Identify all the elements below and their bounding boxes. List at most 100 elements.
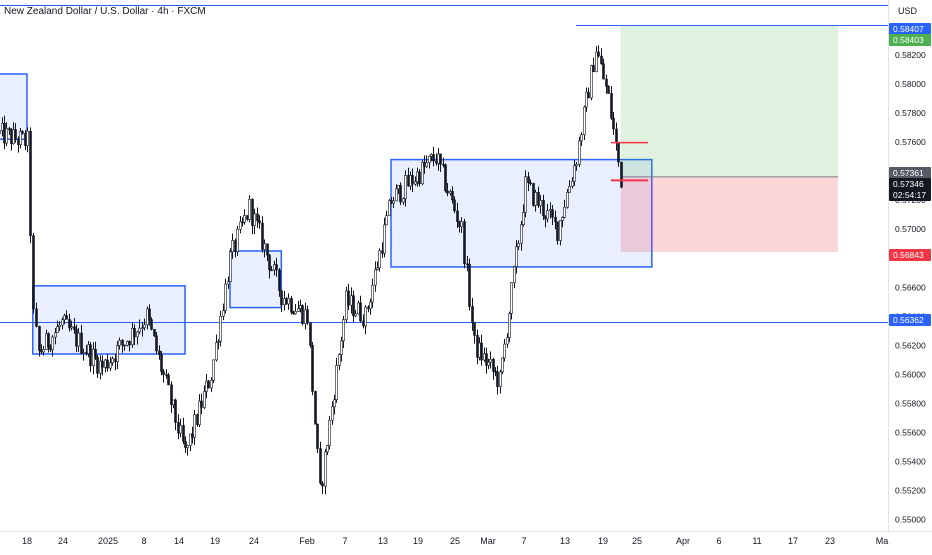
- time-tick-label: 25: [632, 536, 642, 546]
- price-tag-box: [889, 189, 931, 201]
- candle-body: [241, 221, 244, 224]
- candle-body: [101, 360, 104, 368]
- candle-body: [212, 359, 215, 381]
- candle-body: [12, 129, 15, 144]
- price-tick-label: 0.57600: [895, 137, 926, 147]
- candle-body: [99, 360, 102, 374]
- candle-body: [453, 199, 456, 212]
- candle-body: [77, 332, 80, 347]
- candle-body: [324, 451, 327, 487]
- candle-body: [165, 374, 168, 376]
- candle-body: [196, 414, 199, 426]
- currency-label: USD: [898, 6, 918, 16]
- time-tick-label: 13: [560, 536, 570, 546]
- candle-body: [123, 344, 126, 347]
- candle-body: [227, 281, 230, 285]
- candle-body: [160, 354, 163, 372]
- candle-body: [617, 142, 620, 163]
- candle-body: [425, 162, 428, 167]
- candle-body: [275, 264, 278, 271]
- zone-rectangle[interactable]: [229, 250, 283, 309]
- candle-body: [404, 175, 407, 200]
- time-tick-label: 25: [450, 536, 460, 546]
- candle-body: [314, 391, 317, 425]
- candle-body: [65, 315, 68, 320]
- candle-body: [501, 357, 504, 373]
- candle-body: [189, 433, 192, 446]
- position-lines-layer[interactable]: [611, 141, 648, 182]
- candle-body: [109, 362, 112, 369]
- candle-body: [301, 305, 304, 324]
- candle-body: [177, 422, 180, 434]
- candle-body: [392, 200, 395, 204]
- candle-body: [529, 182, 532, 185]
- candle-body: [446, 190, 449, 194]
- candle-body: [595, 51, 598, 73]
- candle-body: [309, 322, 312, 346]
- candle-body: [376, 267, 379, 270]
- candle-body: [58, 324, 61, 328]
- candle-body: [290, 298, 293, 313]
- candle-body: [56, 326, 59, 334]
- candle-body: [556, 221, 559, 241]
- candle-body: [364, 306, 367, 327]
- candle-body: [167, 374, 170, 386]
- candle-body: [133, 328, 136, 338]
- candle-body: [385, 215, 388, 226]
- candle-body: [118, 340, 121, 346]
- candle-body: [537, 192, 540, 206]
- candle-body: [487, 361, 490, 366]
- time-tick-label: 19: [598, 536, 608, 546]
- candle-body: [580, 134, 583, 142]
- time-tick-label: 6: [716, 536, 721, 546]
- candle-body: [524, 176, 527, 213]
- zone-rectangle[interactable]: [32, 285, 186, 355]
- candle-body: [191, 433, 194, 438]
- candle-body: [51, 336, 54, 350]
- candle-body: [607, 86, 610, 94]
- time-tick-label: 7: [342, 536, 347, 546]
- zones-layer[interactable]: [0, 73, 653, 355]
- candle-body: [47, 333, 50, 348]
- price-tag-text: 0.56362: [893, 315, 924, 325]
- candle-body: [527, 176, 530, 184]
- position-target-area[interactable]: [620, 25, 838, 177]
- candle-body: [610, 93, 613, 119]
- candle-body: [378, 250, 381, 269]
- candle-body: [256, 213, 259, 222]
- price-tick-label: 0.55200: [895, 485, 926, 495]
- candle-body: [432, 154, 435, 162]
- candle-body: [451, 191, 454, 201]
- candle-body: [210, 379, 213, 389]
- candle-body: [456, 210, 459, 222]
- candle-body: [306, 309, 309, 324]
- candle-body: [111, 358, 114, 364]
- candle-body: [418, 171, 421, 185]
- candle-body: [620, 161, 623, 188]
- price-tick-label: 0.55800: [895, 398, 926, 408]
- candles-layer: [0, 45, 623, 495]
- price-tag-box: [889, 23, 931, 35]
- price-tag-box: [889, 249, 931, 261]
- position-stop-area[interactable]: [620, 176, 838, 253]
- candle-body: [468, 263, 471, 307]
- candle-body: [587, 91, 590, 99]
- long-position-layer[interactable]: [620, 25, 838, 253]
- price-axis-background[interactable]: [888, 0, 932, 531]
- candle-body: [359, 302, 362, 322]
- zone-rectangle[interactable]: [390, 158, 653, 268]
- candle-body: [80, 332, 83, 354]
- candle-body: [338, 354, 341, 366]
- candle-body: [174, 399, 177, 423]
- time-tick-label: 24: [249, 536, 259, 546]
- price-tick-label: 0.57000: [895, 224, 926, 234]
- price-tick-label: 0.56200: [895, 340, 926, 350]
- candle-body: [354, 313, 357, 317]
- candle-body: [234, 240, 237, 253]
- candle-body: [428, 156, 431, 164]
- candle-body: [246, 215, 249, 220]
- candle-body: [480, 342, 483, 361]
- candle-body: [42, 349, 45, 353]
